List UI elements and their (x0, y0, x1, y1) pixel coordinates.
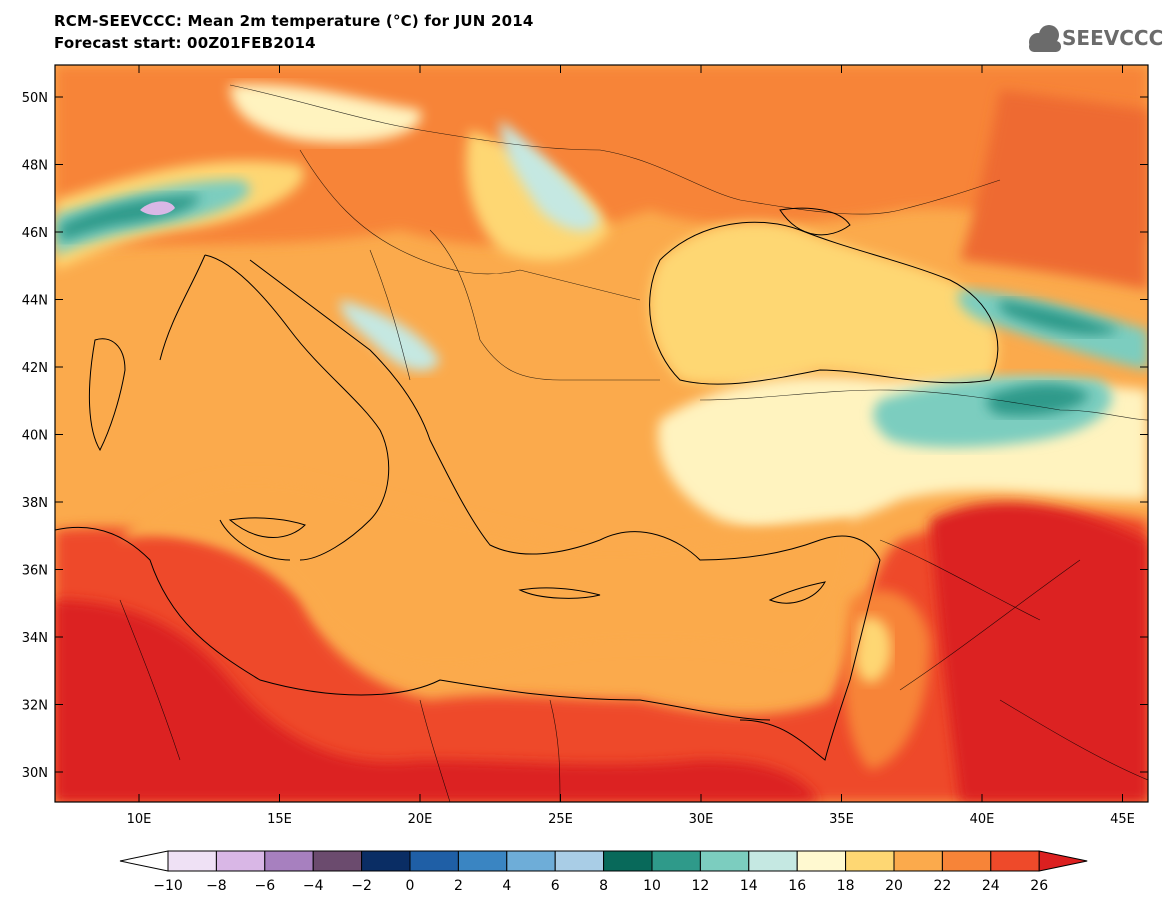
lat-label: 36N (22, 564, 48, 579)
colorbar-swatch (990, 850, 1040, 872)
lon-label: 45E (1110, 812, 1135, 827)
colorbar-swatch (312, 850, 363, 872)
map-frame (54, 64, 1149, 803)
colorbar-label: 12 (691, 878, 709, 894)
colorbar-label: 2 (454, 878, 463, 894)
colorbar-swatch (603, 850, 653, 872)
lat-label: 42N (22, 361, 48, 376)
colorbar-swatch (409, 850, 459, 872)
colorbar-swatch (457, 850, 508, 872)
lat-label: 46N (22, 226, 48, 241)
colorbar-swatch (893, 850, 943, 872)
colorbar-label: 20 (885, 878, 903, 894)
colorbar-swatch (506, 850, 556, 872)
colorbar-label: 10 (643, 878, 661, 894)
colorbar-label: 16 (788, 878, 806, 894)
longitude-axis: 10E 15E 20E 25E 30E 35E 40E 45E (127, 65, 1135, 827)
lat-label: 48N (22, 159, 48, 174)
lat-label: 44N (22, 294, 48, 309)
colorbar-label: 18 (837, 878, 855, 894)
colorbar-swatch (167, 850, 217, 872)
colorbar-label: 4 (502, 878, 511, 894)
colorbar-swatch (361, 850, 411, 872)
colorbar-label: 0 (406, 878, 415, 894)
colorbar-label: −6 (254, 878, 275, 894)
colorbar-label: 24 (982, 878, 1000, 894)
colorbar-under-triangle (119, 850, 169, 872)
lat-label: 38N (22, 496, 48, 511)
temperature-field (55, 65, 1148, 802)
lon-label: 15E (267, 812, 292, 827)
colorbar-swatch (215, 850, 266, 872)
colorbar-label: 14 (740, 878, 758, 894)
colorbar-label: −10 (153, 878, 183, 894)
colorbar-label: 6 (551, 878, 560, 894)
lon-label: 25E (548, 812, 573, 827)
lon-label: 40E (970, 812, 995, 827)
lon-label: 30E (689, 812, 714, 827)
cloud-logo-icon (1029, 25, 1061, 55)
colorbar-swatch (941, 850, 992, 872)
colorbar-swatch (845, 850, 895, 872)
lon-label: 20E (408, 812, 433, 827)
seevccc-logo-text: SEEVCCC (1062, 26, 1164, 50)
colorbar-swatch (699, 850, 750, 872)
colorbar: −10 −8 −6 −4 −2 0 2 4 6 8 10 12 14 16 18 20 22 24 26 (119, 850, 1088, 894)
colorbar-swatch (748, 850, 798, 872)
lat-label: 32N (22, 699, 48, 714)
colorbar-swatch (264, 850, 314, 872)
lon-label: 35E (829, 812, 854, 827)
lon-label: 10E (127, 812, 152, 827)
colorbar-label: −2 (351, 878, 372, 894)
colorbar-over-triangle (1038, 850, 1088, 872)
colorbar-swatch (796, 850, 847, 872)
colorbar-label: 22 (933, 878, 951, 894)
colorbar-label: 8 (599, 878, 608, 894)
lat-label: 30N (22, 766, 48, 781)
map-title: RCM-SEEVCCC: Mean 2m temperature (°C) fo… (54, 12, 534, 30)
lat-label: 50N (22, 91, 48, 106)
colorbar-label: −4 (303, 878, 324, 894)
forecast-start-label: Forecast start: 00Z01FEB2014 (54, 34, 316, 52)
colorbar-swatch (651, 850, 701, 872)
colorbar-label: −8 (206, 878, 227, 894)
colorbar-label: 26 (1030, 878, 1048, 894)
lat-label: 34N (22, 631, 48, 646)
latitude-axis: 50N 48N 46N 44N 42N 40N 38N 36N 34N 32N 30N (22, 91, 1148, 781)
lat-label: 40N (22, 429, 48, 444)
colorbar-swatch (554, 850, 605, 872)
